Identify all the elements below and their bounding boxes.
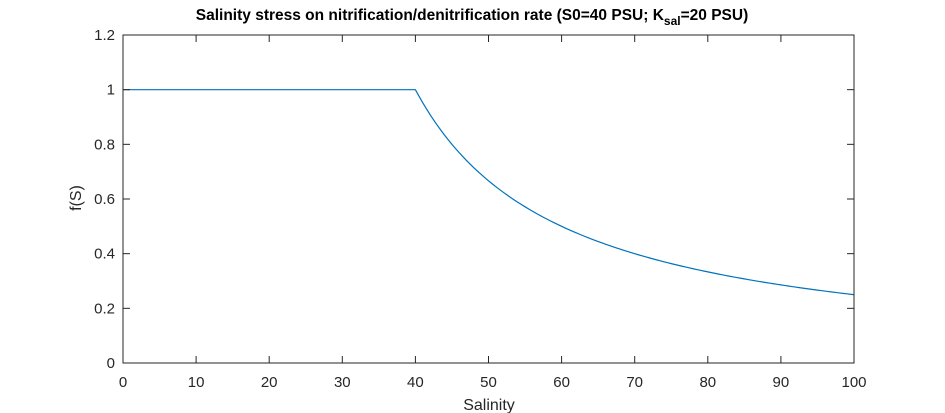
y-tick-label: 0.4: [94, 246, 115, 263]
x-tick-label: 30: [334, 374, 351, 391]
x-tick-label: 50: [480, 374, 497, 391]
y-axis-label: f(S): [68, 185, 85, 211]
plot-box: [122, 34, 855, 364]
y-tick-label: 0.8: [94, 136, 115, 153]
chart-title-prefix: Salinity stress on nitrification/denitri…: [196, 7, 665, 24]
series-line: [123, 89, 855, 296]
x-axis-label: Salinity: [463, 397, 515, 413]
x-tick-label: 90: [773, 374, 790, 391]
y-tick-label: 0.2: [94, 300, 115, 317]
y-tick-label: 1.2: [94, 27, 115, 44]
series-layer: [123, 89, 855, 296]
x-tick-label: 80: [699, 374, 716, 391]
y-tick-label: 0.6: [94, 191, 115, 208]
chart-title-subscript: sal: [664, 14, 681, 28]
x-tick-label: 40: [407, 374, 424, 391]
x-tick-label: 100: [841, 374, 866, 391]
x-tick-label: 20: [261, 374, 278, 391]
chart-title: Salinity stress on nitrification/denitri…: [196, 7, 748, 28]
y-tick-label: 1: [107, 82, 115, 99]
x-tick-label: 0: [119, 374, 127, 391]
ticks-layer: 0 10 20 30 40 50 60 70 80 90 100 0 0.2 0.4 0.6 0.8 1 1.2: [94, 27, 866, 391]
plot-area: [123, 35, 854, 363]
x-tick-label: 60: [553, 374, 570, 391]
x-tick-label: 10: [188, 374, 205, 391]
chart-title-suffix: =20 PSU): [681, 7, 749, 24]
y-tick-label: 0: [107, 355, 115, 372]
x-tick-label: 70: [626, 374, 643, 391]
